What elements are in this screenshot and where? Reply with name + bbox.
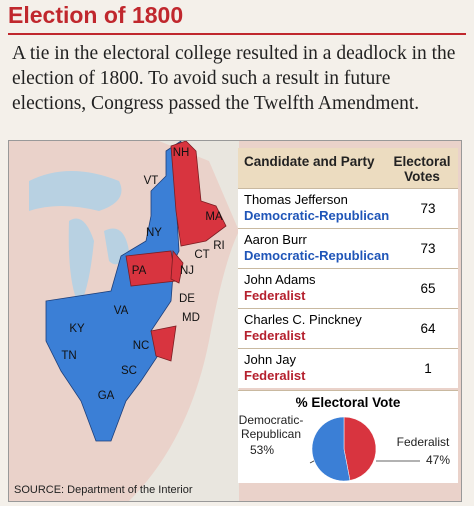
state-labels: NH VT MA NY RI CT PA NJ DE MD KY VA TN NC SC GA bbox=[61, 147, 224, 402]
pie-value-label: 47% bbox=[425, 453, 451, 467]
map: NH VT MA NY RI CT PA NJ DE MD KY VA TN NC SC GA bbox=[29, 140, 239, 501]
header-cell: Electoral Votes bbox=[393, 154, 451, 184]
state-label: GA bbox=[98, 390, 115, 402]
pie-category: Federalist bbox=[396, 435, 450, 449]
state-label: NY bbox=[146, 227, 162, 239]
state-label: NC bbox=[133, 340, 150, 352]
candidate-name: John Jay bbox=[244, 352, 297, 367]
votes-cell: 73 bbox=[420, 201, 436, 216]
federalist-nj bbox=[170, 249, 184, 284]
candidate-cell: Aaron Burr Democratic-Republican bbox=[238, 229, 398, 268]
state-label: TN bbox=[61, 350, 76, 362]
candidate-name: Thomas Jefferson bbox=[244, 192, 348, 207]
table-row: Charles C. Pinckney Federalist 64 bbox=[238, 308, 458, 348]
pie-chart bbox=[309, 416, 420, 482]
results-table: Candidate and Party Electoral Votes Thom… bbox=[238, 148, 458, 388]
state-label: KY bbox=[69, 323, 85, 335]
pie-slice bbox=[311, 416, 351, 482]
pie-title: % Electoral Vote bbox=[295, 395, 401, 410]
state-label: VA bbox=[114, 305, 129, 317]
state-label: MA bbox=[205, 211, 223, 223]
party-name: Federalist bbox=[244, 328, 306, 343]
pie-slice bbox=[343, 416, 377, 481]
state-label: CT bbox=[194, 249, 209, 261]
candidate-name: Charles C. Pinckney bbox=[244, 312, 362, 327]
table-row: Thomas Jefferson Democratic-Republican 73 bbox=[238, 188, 458, 228]
title-rule bbox=[8, 33, 466, 35]
pie-panel: % Electoral Vote Democratic-Republican 5… bbox=[238, 390, 458, 483]
candidate-cell: John Adams Federalist bbox=[238, 269, 398, 308]
votes-cell: 73 bbox=[420, 241, 436, 256]
candidate-name: John Adams bbox=[244, 272, 316, 287]
candidate-name: Aaron Burr bbox=[244, 232, 307, 247]
party-name: Democratic-Republican bbox=[244, 248, 390, 263]
state-label: VT bbox=[144, 175, 159, 187]
candidate-cell: John Jay Federalist bbox=[238, 349, 398, 388]
header-cell: Candidate and Party bbox=[244, 154, 375, 169]
state-label: SC bbox=[121, 365, 137, 377]
lake bbox=[68, 218, 94, 306]
state-label: NH bbox=[173, 147, 190, 159]
votes-cell: 1 bbox=[424, 361, 432, 376]
title: Election of 1800 bbox=[8, 2, 184, 28]
state-label: DE bbox=[179, 293, 195, 305]
federalist-nc bbox=[150, 325, 177, 362]
party-name: Democratic-Republican bbox=[244, 208, 390, 223]
table-row: John Jay Federalist 1 bbox=[238, 348, 458, 388]
table-body: Thomas Jefferson Democratic-Republican 73 A… bbox=[238, 188, 458, 388]
state-label: PA bbox=[132, 265, 147, 277]
party-name: Federalist bbox=[244, 368, 306, 383]
votes-cell: 65 bbox=[420, 281, 436, 296]
candidate-cell: Charles C. Pinckney Federalist bbox=[238, 309, 398, 348]
table-row: Aaron Burr Democratic-Republican 73 bbox=[238, 228, 458, 268]
state-label: RI bbox=[213, 240, 225, 252]
table-row: John Adams Federalist 65 bbox=[238, 268, 458, 308]
state-label: NJ bbox=[180, 265, 194, 277]
pie-category: Democratic-Republican bbox=[238, 413, 304, 441]
candidate-cell: Thomas Jefferson Democratic-Republican bbox=[238, 189, 398, 228]
table-header: Candidate and Party Electoral Votes bbox=[238, 148, 458, 188]
votes-cell: 64 bbox=[420, 321, 436, 336]
lake bbox=[29, 171, 122, 211]
state-label: MD bbox=[182, 312, 200, 324]
source: SOURCE: Department of the Interior bbox=[14, 484, 193, 496]
intro-text: A tie in the electoral college resulted … bbox=[12, 43, 456, 114]
party-name: Federalist bbox=[244, 288, 306, 303]
ocean bbox=[129, 141, 239, 501]
federalist-new-england bbox=[170, 140, 227, 247]
pie-value-label: 53% bbox=[249, 443, 275, 457]
